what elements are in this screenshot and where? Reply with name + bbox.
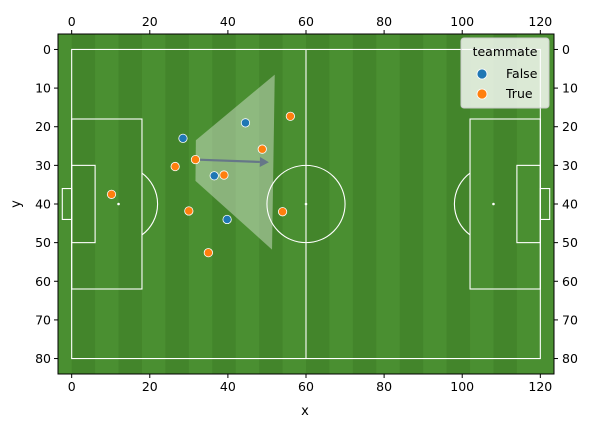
y-tick-label-left: 80 — [35, 351, 51, 366]
point-teammate-false — [222, 214, 232, 225]
grass-stripe — [165, 34, 189, 374]
y-tick-label-left: 0 — [43, 42, 51, 57]
right-penalty-spot — [492, 202, 495, 206]
x-tick-label-bottom: 20 — [142, 379, 158, 394]
y-tick-label-right: 0 — [562, 42, 570, 57]
grass-stripe — [399, 34, 424, 374]
points-layer — [106, 111, 295, 258]
point-teammate-true — [203, 248, 213, 258]
pass-arrow-head — [259, 156, 269, 167]
left-penalty-spot — [117, 202, 120, 206]
grass-stripe — [118, 34, 142, 374]
grass-stripe — [212, 34, 236, 374]
x-tick-label-bottom: 100 — [450, 379, 474, 394]
axes-layer: 0 0 20 20 40 40 60 60 80 80 100 100 120 120 0 0 10 10 20 20… — [35, 14, 578, 394]
right-penalty-arc — [453, 172, 471, 236]
point-teammate-false — [209, 171, 219, 181]
point-teammate-false — [240, 118, 251, 128]
x-tick-label-top: 120 — [528, 14, 552, 29]
x-tick-label-bottom: 0 — [68, 379, 76, 394]
point-teammate-true — [285, 111, 295, 121]
legend-title: teammate — [473, 44, 538, 59]
point-teammate-true — [257, 144, 267, 154]
overlay-layer — [195, 74, 275, 250]
y-tick-label-left: 50 — [35, 235, 51, 250]
y-tick-label-left: 60 — [35, 274, 51, 289]
y-tick-label-right: 50 — [562, 235, 578, 250]
x-tick-label-bottom: 80 — [376, 379, 392, 394]
y-axis-label: y — [9, 200, 24, 208]
y-tick-label-left: 40 — [35, 197, 51, 212]
x-tick-label-top: 100 — [450, 14, 474, 29]
y-tick-label-left: 30 — [35, 158, 51, 173]
y-tick-label-right: 20 — [562, 119, 578, 134]
grass-stripe — [259, 34, 283, 374]
y-tick-label-right: 60 — [562, 274, 578, 289]
left-goal — [61, 187, 73, 221]
grass-stripe — [446, 34, 471, 374]
x-axis-label: x — [301, 404, 309, 419]
y-tick-label-right: 70 — [562, 312, 578, 327]
point-teammate-true — [277, 207, 288, 217]
point-teammate-false — [178, 133, 188, 143]
point-teammate-true — [190, 154, 201, 165]
legend-label-true: True — [505, 86, 533, 101]
x-tick-label-bottom: 120 — [528, 379, 552, 394]
x-tick-label-bottom: 40 — [220, 379, 236, 394]
centre-circle — [266, 164, 346, 244]
legend: teammate False True — [460, 37, 550, 109]
right-goal — [539, 187, 551, 221]
y-tick-label-right: 80 — [562, 351, 578, 366]
legend-marker-true — [476, 88, 488, 100]
point-teammate-true — [106, 189, 117, 199]
x-tick-label-bottom: 60 — [298, 379, 314, 394]
grass-stripe — [71, 34, 96, 374]
centre-spot — [304, 202, 308, 206]
y-tick-label-left: 20 — [35, 119, 51, 134]
y-tick-label-right: 10 — [562, 81, 578, 96]
legend-label-false: False — [506, 66, 538, 81]
y-tick-label-left: 10 — [35, 81, 51, 96]
legend-marker-false — [476, 68, 488, 80]
point-teammate-true — [219, 170, 229, 180]
point-teammate-true — [184, 206, 194, 216]
y-tick-label-right: 30 — [562, 158, 578, 173]
x-tick-label-top: 40 — [220, 14, 236, 29]
y-tick-label-right: 40 — [562, 197, 578, 212]
grass-stripe — [306, 34, 330, 374]
x-tick-label-top: 0 — [68, 14, 76, 29]
left-penalty-arc — [141, 172, 159, 236]
x-tick-label-top: 80 — [376, 14, 392, 29]
x-tick-label-top: 60 — [298, 14, 314, 29]
grass-stripe — [352, 34, 377, 374]
y-tick-label-left: 70 — [35, 312, 51, 327]
point-teammate-true — [170, 161, 180, 172]
pass-arrow-shaft — [195, 158, 260, 164]
x-tick-label-top: 20 — [142, 14, 158, 29]
